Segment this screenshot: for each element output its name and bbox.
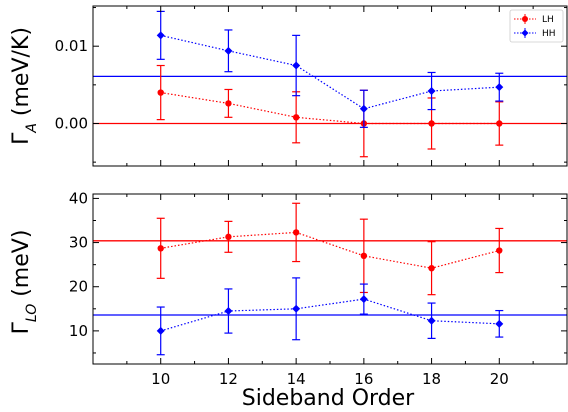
legend-hh-marker [521,29,529,37]
top-hh-point [427,87,436,96]
top-y-tick-label: 0.01 [55,37,88,55]
bottom-y-axis-label: ΓLO (meV) [9,230,40,335]
top-hh-point [359,104,368,113]
top-hh-point [224,46,233,55]
top-y-axis-label: ΓA (meV/K) [9,27,40,145]
top-hh-point [292,61,301,70]
bottom-lh-point [360,252,368,260]
bottom-hh-point [292,304,301,313]
bottom-lh-point [157,245,164,252]
bottom-hh-point [156,326,165,335]
bottom-lh-point [292,229,300,236]
top-lh-point [225,100,232,107]
bottom-hh-point [495,319,504,328]
top-y-tick-label: 0.00 [55,114,88,132]
bottom-series-hh-line [160,298,500,332]
bottom-hh-point [427,316,436,325]
bottom-lh-point [225,233,232,241]
top-hh-point [495,83,504,92]
x-tick-label: 14 [287,370,306,388]
bottom-lh-point [496,247,503,254]
bottom-series-lh-line [160,231,500,269]
x-axis-label: Sideband Order [242,386,415,411]
top-plot-area [93,10,567,158]
bottom-hh-point [224,307,233,316]
top-lh-point [292,114,300,121]
bottom-y-tick-label: 40 [69,189,88,207]
x-tick-label: 20 [490,370,509,388]
top-lh-point [428,120,435,127]
panel-top: 0.01 0.00 ΓA (meV/K) LH HH [9,5,568,167]
legend-hh-label: HH [542,29,556,39]
x-tick-label: 10 [151,370,170,388]
bottom-y-tick-label: 10 [69,322,88,340]
x-tick-label: 16 [354,370,373,388]
top-lh-point [496,120,503,127]
panel-bottom: 10 12 14 16 18 20 10 20 30 40 ΓLO (meV) Sideband… [9,189,568,411]
top-axes-frame [92,5,568,167]
bottom-y-ticks: 10 20 30 40 [69,189,567,354]
bottom-y-tick-label: 30 [69,234,88,252]
bottom-x-ticks: 10 12 14 16 18 20 [92,194,568,388]
x-tick-label: 12 [219,370,238,388]
top-y-ticks: 0.01 0.00 [55,7,567,163]
legend-entry-lh: LH [514,14,554,25]
top-hh-point [156,31,165,40]
top-lh-point [157,89,164,96]
legend-lh-marker [522,16,528,22]
bottom-axes-frame [92,193,568,365]
x-tick-label: 18 [422,370,441,388]
legend: LH HH [509,9,564,43]
top-x-ticks [92,6,568,166]
top-series-hh-line [160,34,500,110]
bottom-y-tick-label: 20 [69,278,88,296]
bottom-lh-point [428,264,435,272]
legend-lh-label: LH [542,15,554,25]
bottom-plot-area [93,202,567,356]
bottom-hh-point [359,295,368,304]
legend-entry-hh: HH [514,28,556,39]
top-series-lh-line [160,91,500,125]
